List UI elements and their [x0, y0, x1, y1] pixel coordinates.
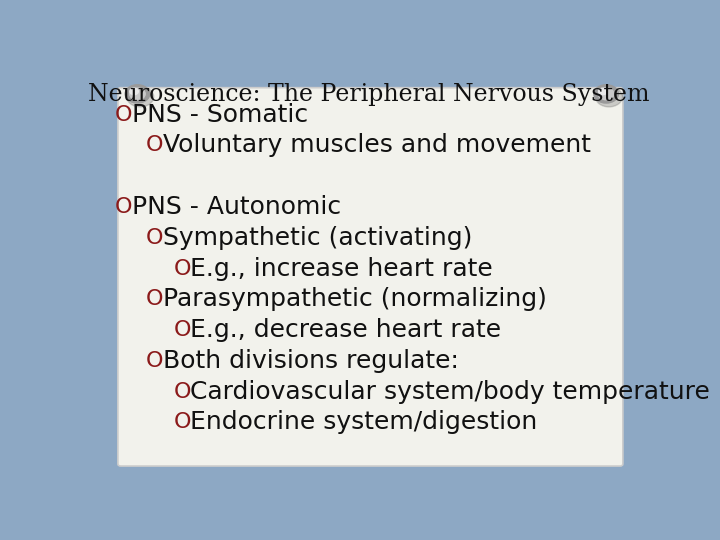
- Circle shape: [598, 88, 614, 100]
- Text: Neuroscience: The Peripheral Nervous System: Neuroscience: The Peripheral Nervous Sys…: [89, 83, 649, 106]
- Text: Both divisions regulate:: Both divisions regulate:: [163, 349, 459, 373]
- Text: O: O: [174, 413, 192, 433]
- Text: O: O: [174, 259, 192, 279]
- Circle shape: [130, 88, 145, 100]
- Text: O: O: [145, 136, 163, 156]
- Circle shape: [127, 87, 154, 107]
- Text: E.g., decrease heart rate: E.g., decrease heart rate: [190, 318, 502, 342]
- Text: O: O: [174, 320, 192, 340]
- Text: Voluntary muscles and movement: Voluntary muscles and movement: [163, 133, 590, 158]
- Circle shape: [595, 87, 623, 107]
- Circle shape: [125, 85, 150, 103]
- Circle shape: [598, 88, 607, 94]
- Circle shape: [594, 85, 618, 103]
- Text: Sympathetic (activating): Sympathetic (activating): [163, 226, 472, 250]
- Text: E.g., increase heart rate: E.g., increase heart rate: [190, 256, 493, 281]
- Text: O: O: [145, 289, 163, 309]
- Text: O: O: [145, 228, 163, 248]
- Circle shape: [130, 88, 138, 94]
- Text: O: O: [145, 351, 163, 371]
- Text: O: O: [115, 105, 132, 125]
- Text: Cardiovascular system/body temperature: Cardiovascular system/body temperature: [190, 380, 711, 403]
- FancyBboxPatch shape: [118, 87, 623, 466]
- Text: O: O: [174, 382, 192, 402]
- Text: Endocrine system/digestion: Endocrine system/digestion: [190, 410, 538, 434]
- Text: PNS - Somatic: PNS - Somatic: [132, 103, 308, 127]
- Text: PNS - Autonomic: PNS - Autonomic: [132, 195, 341, 219]
- Text: O: O: [115, 197, 132, 217]
- Text: Parasympathetic (normalizing): Parasympathetic (normalizing): [163, 287, 546, 312]
